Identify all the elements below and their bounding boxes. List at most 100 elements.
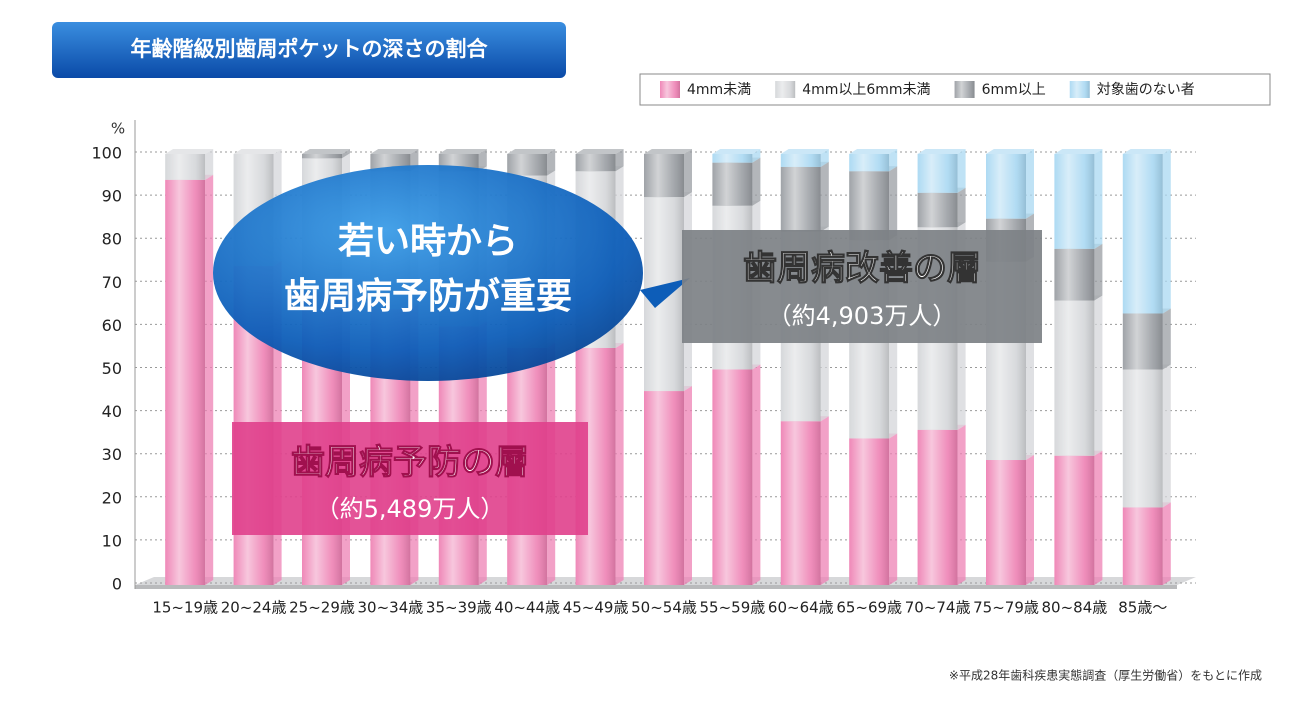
y-tick-label: 30: [102, 445, 122, 464]
pink-title: 歯周病予防の層: [291, 443, 529, 483]
y-tick-label: 90: [102, 187, 122, 206]
bar-top-shine: [712, 149, 761, 154]
title-box: [52, 22, 566, 78]
bar-shine: [917, 154, 958, 193]
x-tick-label: 40~44歳: [494, 599, 560, 617]
bar-shine: [849, 171, 890, 241]
gray-sub: （約4,903万人）: [768, 302, 957, 330]
bar-top-shine: [370, 149, 419, 154]
bar-shine: [1122, 154, 1163, 314]
bar-side: [889, 149, 898, 172]
bar-side: [752, 364, 761, 585]
bar-side: [1162, 502, 1171, 585]
legend-swatch-shine: [660, 81, 680, 98]
bar-side: [1094, 149, 1103, 249]
bubble-text: 歯周病予防が重要: [284, 276, 572, 317]
floor-edge: [135, 585, 1177, 589]
bar-top-shine: [1122, 149, 1171, 154]
bar-side: [342, 149, 350, 159]
bar-shine: [644, 391, 684, 585]
y-tick-label: 10: [102, 531, 122, 550]
bar-side: [547, 149, 556, 176]
bar-side: [820, 416, 829, 585]
bar-shine: [986, 460, 1026, 585]
bar-top-shine: [1054, 149, 1103, 154]
bar-side: [1094, 243, 1103, 301]
y-tick-label: 20: [102, 488, 122, 507]
bar-top-shine: [849, 149, 898, 154]
x-tick-label: 30~34歳: [358, 599, 424, 617]
bar-shine: [917, 429, 958, 585]
bar-shine: [1122, 507, 1163, 585]
bar-top-shine: [644, 149, 692, 154]
x-tick-label: 75~79歳: [973, 599, 1039, 617]
bar-top-shine: [302, 149, 350, 154]
bar-shine: [986, 154, 1026, 219]
bar-side: [957, 424, 966, 585]
bar-side: [1162, 308, 1171, 370]
bar-top: [370, 149, 419, 154]
bar-shine: [780, 154, 821, 167]
bar-shine: [1054, 455, 1095, 585]
bar-top: [1122, 149, 1171, 154]
bar-shine: [1122, 313, 1163, 370]
bar-top: [986, 149, 1034, 154]
bar-side: [889, 433, 898, 585]
bar-side: [1162, 149, 1171, 314]
bar-top: [712, 149, 761, 154]
bar-shine: [165, 179, 206, 586]
gray-title: 歯周病改善の層: [743, 249, 981, 289]
y-tick-label: 50: [102, 359, 122, 378]
bar-shine: [1054, 154, 1095, 249]
bar-top: [1054, 149, 1103, 154]
bar-top-shine: [438, 149, 487, 154]
x-tick-label: 35~39歳: [426, 599, 492, 617]
bar-side: [205, 149, 214, 180]
x-tick-label: 60~64歳: [768, 599, 834, 617]
bar-shine: [575, 154, 616, 172]
bar-side: [684, 386, 692, 585]
bar-shine: [780, 421, 821, 585]
bar-side: [957, 149, 966, 193]
x-tick-label: 85歳〜: [1118, 599, 1167, 617]
legend-label: 対象歯のない者: [1097, 82, 1195, 98]
bar-shine: [302, 154, 342, 159]
y-tick-label: 70: [102, 273, 122, 292]
gray-box: [682, 230, 1042, 343]
legend-label: 4mm以上6mm未満: [802, 82, 930, 98]
bubble: [213, 165, 643, 381]
bar-top: [644, 149, 692, 154]
bubble-text: 若い時から: [338, 221, 518, 262]
bar-shine: [712, 162, 753, 206]
bar-shine: [165, 154, 206, 180]
bar-top: [917, 149, 966, 154]
bar-side: [820, 161, 829, 232]
bar-side: [752, 149, 761, 163]
y-tick-label: 100: [91, 144, 122, 163]
y-unit: %: [111, 120, 125, 138]
pink-box: [232, 422, 588, 535]
bar-shine: [849, 154, 890, 172]
bar-top-shine: [507, 149, 556, 154]
legend-label: 6mm以上: [982, 82, 1046, 98]
bar-side: [615, 149, 624, 172]
x-tick-label: 55~59歳: [700, 599, 766, 617]
bar-top: [302, 149, 350, 154]
bar-top: [575, 149, 624, 154]
x-tick-label: 45~49歳: [563, 599, 629, 617]
x-tick-label: 25~29歳: [289, 599, 355, 617]
bar-top: [780, 149, 829, 154]
bar-shine: [712, 154, 753, 163]
y-tick-label: 0: [112, 575, 122, 594]
x-tick-label: 50~54歳: [631, 599, 697, 617]
bar-top-shine: [986, 149, 1034, 154]
bar-side: [1094, 295, 1103, 456]
bar-side: [1094, 450, 1103, 585]
bar-shine: [780, 166, 821, 232]
bar-top-shine: [917, 149, 966, 154]
legend-swatch-shine: [954, 81, 975, 98]
x-tick-label: 20~24歳: [221, 599, 287, 617]
source: ※平成28年歯科疾患実態調査（厚生労働省）をもとに作成: [949, 668, 1262, 683]
y-tick-label: 60: [102, 316, 122, 335]
bar-top: [438, 149, 487, 154]
